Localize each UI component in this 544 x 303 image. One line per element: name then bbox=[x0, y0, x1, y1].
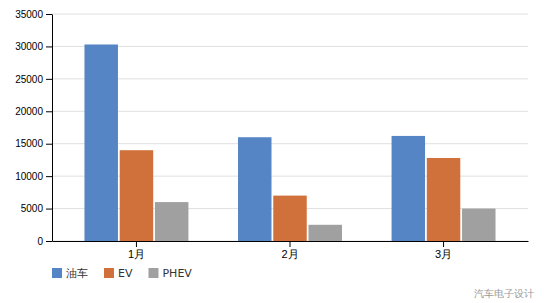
y-tick: 35000 bbox=[15, 9, 52, 20]
legend-item: PHEV bbox=[148, 267, 192, 280]
bar bbox=[120, 150, 153, 241]
legend-item: 油车 bbox=[52, 267, 88, 280]
legend-label: EV bbox=[118, 267, 133, 280]
x-tick-mark bbox=[136, 241, 137, 247]
x-axis: 1月 2月 3月 bbox=[53, 241, 529, 260]
legend-label: PHEV bbox=[162, 267, 192, 280]
x-tick: 1月 bbox=[128, 241, 145, 260]
y-tick: 25000 bbox=[15, 74, 52, 85]
y-tick-label: 10000 bbox=[15, 171, 43, 182]
y-tick-label: 25000 bbox=[15, 74, 43, 85]
bar bbox=[309, 225, 342, 241]
y-tick-mark bbox=[46, 14, 52, 15]
y-tick-mark bbox=[46, 209, 52, 210]
annotation: 汽车电子设计 bbox=[474, 288, 534, 299]
y-tick-mark bbox=[46, 111, 52, 112]
y-tick-mark bbox=[46, 241, 52, 242]
y-axis: 0 5000 10000 15000 20000 25000 30000 35000 bbox=[15, 9, 52, 247]
x-tick-mark bbox=[290, 241, 291, 247]
x-tick: 3月 bbox=[435, 241, 452, 260]
bar bbox=[273, 196, 306, 241]
series bbox=[155, 202, 496, 241]
grid-line bbox=[52, 78, 528, 79]
bars bbox=[84, 44, 495, 241]
x-tick-label: 3月 bbox=[435, 248, 452, 260]
y-tick-mark bbox=[46, 79, 52, 80]
y-tick-label: 0 bbox=[37, 236, 43, 247]
grid-line bbox=[52, 46, 528, 47]
y-tick-label: 20000 bbox=[15, 106, 43, 117]
y-tick-label: 5000 bbox=[21, 203, 44, 214]
y-tick: 30000 bbox=[15, 41, 52, 52]
y-tick: 5000 bbox=[21, 203, 52, 214]
series bbox=[120, 150, 461, 241]
plot: 1月 2月 3月 0 5000 10000 15000 20000 25000 30000 3500… bbox=[15, 9, 528, 260]
series bbox=[84, 44, 425, 241]
y-tick-mark bbox=[46, 46, 52, 47]
y-tick-mark bbox=[46, 176, 52, 177]
legend-swatch bbox=[104, 268, 114, 278]
legend-item: EV bbox=[104, 267, 133, 280]
x-tick: 2月 bbox=[281, 241, 298, 260]
legend: 油车 EV PHEV bbox=[52, 267, 192, 280]
y-tick-mark bbox=[46, 144, 52, 145]
y-axis-line bbox=[52, 15, 53, 242]
legend-swatch bbox=[148, 268, 158, 278]
bar bbox=[427, 158, 460, 241]
y-tick-label: 30000 bbox=[15, 41, 43, 52]
bar bbox=[462, 209, 495, 241]
bar bbox=[155, 202, 188, 241]
bar bbox=[392, 136, 425, 241]
y-tick-label: 15000 bbox=[15, 138, 43, 149]
x-tick-label: 2月 bbox=[281, 248, 298, 260]
bar bbox=[84, 44, 117, 241]
y-tick: 15000 bbox=[15, 138, 52, 149]
x-tick-mark bbox=[443, 241, 444, 247]
chart: 1月 2月 3月 0 5000 10000 15000 20000 25000 30000 3500… bbox=[0, 0, 544, 303]
legend-label: 油车 bbox=[66, 267, 88, 280]
bar bbox=[238, 137, 271, 241]
grid-line bbox=[52, 143, 528, 144]
grid-line bbox=[52, 111, 528, 112]
legend-swatch bbox=[52, 268, 62, 278]
y-tick: 10000 bbox=[15, 171, 52, 182]
y-tick: 20000 bbox=[15, 106, 52, 117]
x-tick-label: 1月 bbox=[128, 248, 145, 260]
grid-line bbox=[52, 14, 528, 15]
grid bbox=[52, 14, 528, 241]
y-tick: 0 bbox=[37, 236, 52, 247]
y-tick-label: 35000 bbox=[15, 9, 43, 20]
